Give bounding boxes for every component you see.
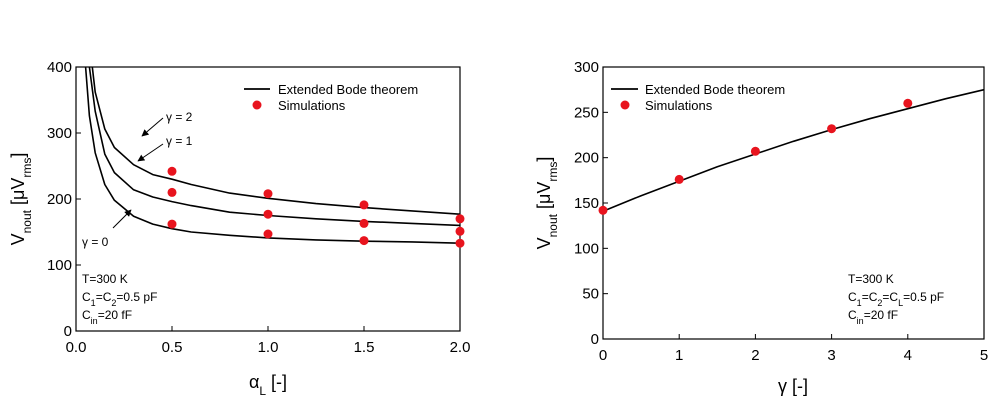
simulation-point — [359, 200, 369, 210]
y-tick-label: 200 — [574, 150, 599, 167]
simulation-point — [359, 218, 369, 228]
y-tick-label: 50 — [582, 286, 599, 303]
simulation-point — [167, 166, 177, 176]
x-tick-label: 4 — [904, 347, 912, 364]
legend-marker-swatch — [620, 100, 630, 110]
x-tick-label: 1 — [675, 347, 683, 364]
x-tick-label: 3 — [827, 347, 835, 364]
curve-label-gamma-0: γ = 0 — [82, 235, 109, 249]
y-tick-label: 0 — [591, 331, 599, 348]
legend-marker-swatch — [252, 100, 262, 110]
left-x-ticks: 0.0 0.5 1.0 1.5 2.0 — [66, 326, 471, 356]
legend-marker-label: Simulations — [278, 98, 346, 113]
x-tick-label: 2.0 — [450, 339, 471, 356]
x-tick-label: 0.0 — [66, 339, 87, 356]
simulation-point — [827, 124, 837, 134]
simulation-point — [455, 214, 465, 224]
right-annotations: T=300 K C1=C2=CL=0.5 pF Cin=20 fF — [848, 272, 944, 326]
curve-label-gamma-1: γ = 1 — [166, 134, 193, 148]
simulation-point — [674, 174, 684, 184]
y-tick-label: 300 — [47, 125, 72, 142]
x-tick-label: 1.5 — [354, 339, 375, 356]
right-x-ticks: 0 1 2 3 4 5 — [599, 334, 988, 364]
annotation-capacitance: C1=C2=CL=0.5 pF — [848, 290, 944, 308]
series-line-1 — [602, 88, 985, 212]
arrow-gamma-2 — [141, 117, 164, 137]
annotation-temperature: T=300 K — [848, 272, 894, 286]
y-tick-label: 200 — [47, 191, 72, 208]
y-tick-label: 250 — [574, 104, 599, 121]
annotation-input-capacitance: Cin=20 fF — [848, 308, 898, 326]
left-simulation-points — [167, 166, 465, 248]
legend-line-label: Extended Bode theorem — [645, 82, 785, 97]
curve-label-gamma-2: γ = 2 — [166, 110, 193, 124]
simulation-point — [167, 187, 177, 197]
left-curve-labels: γ = 2 γ = 1 γ = 0 — [82, 110, 193, 249]
simulation-point — [750, 146, 760, 156]
annotation-temperature: T=300 K — [82, 272, 128, 286]
x-tick-label: 2 — [751, 347, 759, 364]
simulation-point — [263, 229, 273, 239]
simulation-point — [359, 236, 369, 246]
y-tick-label: 0 — [64, 323, 72, 340]
left-annotations: T=300 K C1=C2=0.5 pF Cin=20 fF — [82, 272, 157, 326]
x-tick-label: 0 — [599, 347, 607, 364]
series-line-2 — [88, 66, 461, 227]
annotation-input-capacitance: Cin=20 fF — [82, 308, 132, 326]
left-y-ticks: 0 100 200 300 400 — [47, 59, 81, 340]
y-tick-label: 100 — [574, 240, 599, 257]
simulation-point — [598, 205, 608, 215]
right-legend: Extended Bode theorem Simulations — [611, 82, 785, 113]
annotation-capacitance: C1=C2=0.5 pF — [82, 290, 157, 308]
x-tick-label: 0.5 — [162, 339, 183, 356]
series-line-3 — [91, 66, 461, 215]
left-legend: Extended Bode theorem Simulations — [244, 82, 418, 113]
right-y-axis-title: Vnout [μVrms] — [534, 157, 560, 250]
x-tick-label: 5 — [980, 347, 988, 364]
right-simulation-points — [598, 98, 913, 215]
simulation-point — [903, 98, 913, 108]
right-x-axis-title: γ [-] — [778, 376, 808, 396]
simulation-point — [263, 189, 273, 199]
series-line-1 — [84, 66, 461, 244]
left-series-lines — [84, 66, 461, 244]
right-chart: 0 1 2 3 4 5 0 50 100 150 200 250 300 Extended Bode … — [534, 59, 988, 396]
simulation-point — [455, 226, 465, 236]
left-y-axis-title: Vnout [μVrms] — [8, 153, 34, 246]
legend-line-label: Extended Bode theorem — [278, 82, 418, 97]
simulation-point — [263, 209, 273, 219]
simulation-point — [455, 238, 465, 248]
legend-marker-label: Simulations — [645, 98, 713, 113]
right-series-lines — [602, 88, 985, 212]
left-chart: 0.0 0.5 1.0 1.5 2.0 0 100 200 300 400 γ = 2 γ = … — [8, 59, 470, 398]
left-x-axis-title: αL [-] — [249, 372, 287, 398]
y-tick-label: 100 — [47, 257, 72, 274]
x-tick-label: 1.0 — [258, 339, 279, 356]
y-tick-label: 150 — [574, 195, 599, 212]
y-tick-label: 400 — [47, 59, 72, 76]
y-tick-label: 300 — [574, 59, 599, 76]
simulation-point — [167, 219, 177, 229]
right-y-ticks: 0 50 100 150 200 250 300 — [574, 59, 608, 348]
arrow-gamma-1 — [137, 143, 164, 162]
arrow-gamma-0 — [112, 209, 132, 229]
